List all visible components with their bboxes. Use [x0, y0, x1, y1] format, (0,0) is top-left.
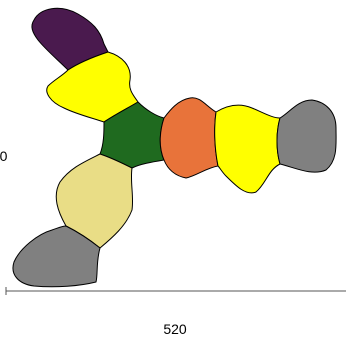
lower-arm-tip-segment — [12, 225, 101, 288]
right-arm-tip-segment — [276, 99, 337, 173]
right-arm-inner-segment — [159, 97, 219, 179]
height-dimension-label: 510 — [0, 148, 8, 164]
width-dimension-label: 520 — [163, 321, 187, 337]
right-arm-mid-segment — [214, 104, 281, 194]
